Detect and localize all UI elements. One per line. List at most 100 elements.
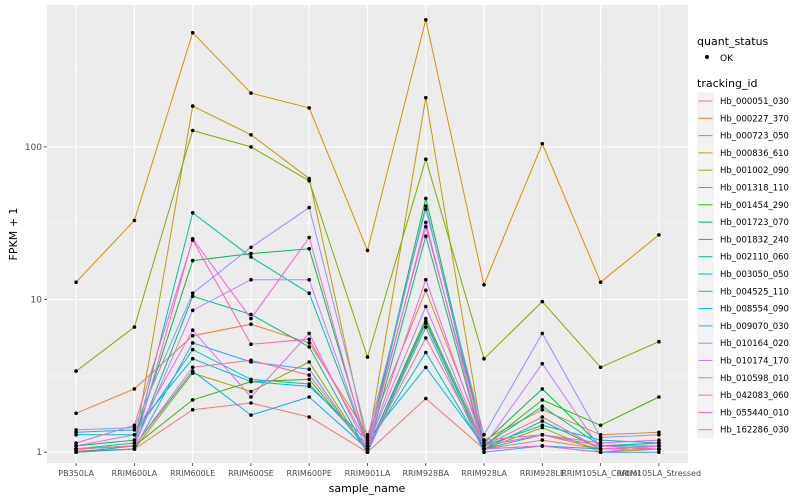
data-point xyxy=(598,433,603,437)
data-point xyxy=(540,407,545,412)
legend-tracking-title: tracking_id xyxy=(697,77,758,90)
data-point xyxy=(424,204,428,208)
data-point xyxy=(132,325,137,329)
legend-label: Hb_001318_110 xyxy=(720,184,789,194)
data-point xyxy=(657,233,661,237)
data-point xyxy=(249,395,253,399)
data-point xyxy=(190,333,195,338)
data-point xyxy=(598,423,603,428)
data-point xyxy=(424,319,428,324)
legend-label: Hb_001002_090 xyxy=(720,166,789,176)
data-point xyxy=(482,441,486,445)
data-point xyxy=(365,248,370,253)
data-point xyxy=(249,342,253,347)
data-point xyxy=(74,447,78,451)
data-point xyxy=(249,389,253,394)
data-point xyxy=(190,328,195,333)
data-point xyxy=(190,211,195,215)
data-point xyxy=(132,433,137,437)
data-point xyxy=(540,299,545,304)
data-point xyxy=(307,377,312,382)
y-axis: 1 10 100 xyxy=(25,143,47,458)
data-point xyxy=(190,291,195,296)
data-point xyxy=(132,438,137,442)
data-point xyxy=(424,350,428,355)
legend-label: Hb_000723_050 xyxy=(720,132,789,142)
legend-label: Hb_055440_010 xyxy=(720,408,789,418)
data-point xyxy=(249,413,253,417)
legend-label: Hb_009070_030 xyxy=(720,322,789,332)
data-point xyxy=(424,336,428,340)
legend-label: Hb_002110_060 xyxy=(720,253,789,263)
data-point xyxy=(190,30,195,35)
legend-label: Hb_000051_030 xyxy=(720,97,789,107)
data-point xyxy=(74,433,78,437)
data-point xyxy=(132,387,137,391)
data-point xyxy=(482,438,486,442)
data-point xyxy=(365,433,370,437)
data-point xyxy=(249,316,253,321)
data-point xyxy=(249,322,253,327)
x-tick-label: RRIM600SE xyxy=(228,469,274,478)
x-tick-label: RRIM105LA_Stressed xyxy=(617,469,701,478)
data-point xyxy=(424,304,428,309)
data-point xyxy=(365,441,370,445)
data-point xyxy=(540,444,545,448)
data-point xyxy=(307,360,312,364)
x-tick-label: RRIM928BA xyxy=(402,469,449,478)
data-point xyxy=(190,347,195,352)
x-tick-label: RRIM600LE xyxy=(170,469,215,478)
data-point xyxy=(657,444,661,448)
data-point xyxy=(307,205,312,210)
legend-label: Hb_004525_110 xyxy=(720,287,789,297)
data-point xyxy=(424,396,428,401)
data-point xyxy=(307,337,312,342)
data-point xyxy=(190,369,195,373)
data-point xyxy=(307,179,312,183)
data-point xyxy=(657,447,661,451)
data-point xyxy=(657,441,661,445)
data-point xyxy=(249,133,253,137)
data-point xyxy=(307,235,312,240)
data-point xyxy=(540,398,545,402)
data-point xyxy=(540,404,545,409)
data-point xyxy=(598,438,603,442)
data-point xyxy=(598,447,603,451)
data-point xyxy=(482,433,486,437)
data-point xyxy=(365,444,370,448)
data-point xyxy=(365,447,370,451)
x-tick-label: RRIM600LA xyxy=(112,469,158,478)
data-point xyxy=(540,331,545,336)
data-point xyxy=(74,444,78,448)
legend-label: Hb_162286_030 xyxy=(720,426,789,436)
x-tick-label: PB350LA xyxy=(58,469,94,478)
legend-quant-label: OK xyxy=(720,54,734,64)
data-point xyxy=(424,224,428,229)
data-point xyxy=(424,234,428,238)
data-point xyxy=(307,247,312,251)
data-point xyxy=(424,18,428,22)
data-point xyxy=(132,447,137,451)
data-point xyxy=(307,291,312,296)
data-point xyxy=(307,345,312,349)
legend-label: Hb_010598_010 xyxy=(720,374,789,384)
legend-label: Hb_042083_060 xyxy=(720,391,789,401)
legend-quant-point xyxy=(705,55,709,59)
data-point xyxy=(598,365,603,370)
data-point xyxy=(424,196,428,201)
legend-quant-title: quant_status xyxy=(697,35,769,48)
data-point xyxy=(307,277,312,282)
data-point xyxy=(74,369,78,373)
series-points xyxy=(74,18,661,455)
data-point xyxy=(598,450,603,455)
legend-label: Hb_010174_170 xyxy=(720,357,789,367)
data-point xyxy=(540,423,545,428)
data-point xyxy=(365,438,370,442)
data-point xyxy=(540,419,545,423)
data-point xyxy=(598,441,603,445)
legend: quant_status OK tracking_id Hb_000051_03… xyxy=(697,35,789,439)
data-point xyxy=(540,438,545,442)
data-point xyxy=(424,207,428,212)
data-point xyxy=(249,379,253,384)
legend-label: Hb_000227_370 xyxy=(720,114,789,124)
